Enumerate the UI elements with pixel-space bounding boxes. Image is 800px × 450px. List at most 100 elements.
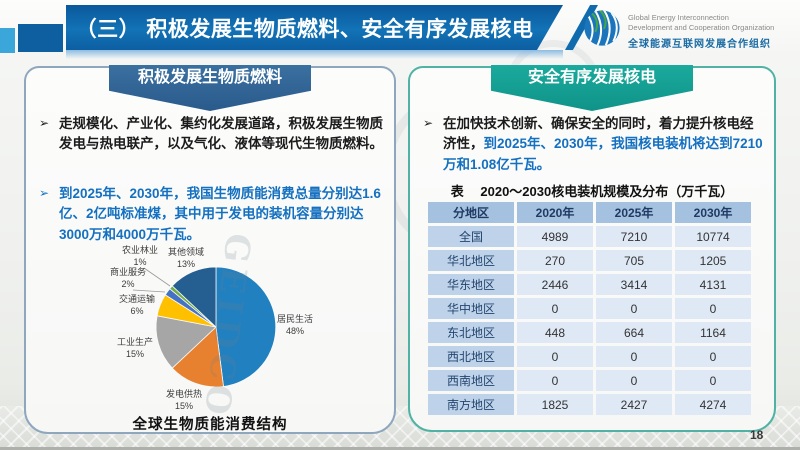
table-header-row: 分地区 2020年 2025年 2030年 — [428, 202, 751, 223]
table-region-cell: 南方地区 — [428, 394, 514, 415]
svg-text:商业服务: 商业服务 — [110, 266, 146, 277]
table-value-cell: 4131 — [675, 274, 751, 295]
pie-leader-line — [143, 267, 171, 287]
table-value-cell: 4989 — [517, 226, 593, 247]
table-value-cell: 0 — [596, 298, 672, 319]
org-name-zh: 全球能源互联网发展合作组织 — [628, 38, 771, 50]
biomass-banner: 积极发展生物质燃料 — [109, 65, 311, 111]
org-name-en-line2: Development and Cooperation Organization — [628, 22, 775, 32]
pie-chart-caption: 全球生物质能消费结构 — [132, 417, 288, 433]
table-value-cell: 4274 — [675, 394, 751, 415]
table-region-cell: 全国 — [428, 226, 514, 247]
table-row: 南方地区 1825 2427 4274 — [428, 394, 751, 415]
svg-text:其他领域: 其他领域 — [168, 246, 204, 257]
svg-text:交通运输: 交通运输 — [119, 293, 155, 304]
nuclear-table-title: 表 2020～2030核电装机规模及分布（万千瓦） — [450, 184, 734, 199]
svg-text:13%: 13% — [177, 259, 195, 269]
table-row: 华东地区 2446 3414 4131 — [428, 274, 751, 295]
table-value-cell: 270 — [517, 250, 593, 271]
decor-square-dark — [18, 24, 63, 52]
nuclear-banner: 安全有序发展核电 — [491, 65, 693, 111]
table-value-cell: 705 — [596, 250, 672, 271]
pie-slice-发电供热 — [171, 326, 224, 388]
bullet-arrow-icon: ➢ — [39, 116, 50, 130]
slide-title-bar: （三） 积极发展生物质燃料、安全有序发展核电 — [66, 5, 563, 50]
nuclear-capacity-table: 分地区 2020年 2025年 2030年 全国 4989 7210 10774 华北地区 27… — [425, 199, 754, 418]
table-value-cell: 0 — [596, 346, 672, 367]
nuclear-bullet-black-text: 在加快技术创新、确保安全的同时，着力提升核电经济性， — [443, 116, 754, 152]
table-value-cell: 10774 — [675, 226, 751, 247]
svg-text:48%: 48% — [286, 326, 304, 336]
svg-text:工业生产: 工业生产 — [117, 336, 153, 347]
svg-text:6%: 6% — [130, 306, 143, 316]
table-value-cell: 0 — [517, 346, 593, 367]
table-value-cell: 7210 — [596, 226, 672, 247]
table-value-cell: 1164 — [675, 322, 751, 343]
org-logo: Global Energy Interconnection Developmen… — [583, 9, 774, 50]
pie-slice-工业生产 — [155, 315, 217, 369]
table-row: 华北地区 270 705 1205 — [428, 250, 751, 271]
pie-label-商业服务: 商业服务 2% — [110, 266, 146, 289]
nuclear-bullet-blue-text: 到2025年、2030年，我国核电装机将达到7210万和1.08亿千瓦。 — [443, 136, 763, 172]
table-row: 华中地区 0 0 0 — [428, 298, 751, 319]
pie-label-其他领域: 其他领域 13% — [168, 246, 204, 269]
decor-square-light — [0, 28, 15, 53]
slide-title: （三） 积极发展生物质燃料、安全有序发展核电 — [75, 17, 534, 41]
bottom-edge-line — [0, 447, 800, 450]
svg-text:居民生活: 居民生活 — [277, 313, 313, 324]
globe-logo-icon — [584, 10, 620, 46]
table-row: 东北地区 448 664 1164 — [428, 322, 751, 343]
pie-slice-居民生活 — [215, 266, 277, 387]
svg-text:发电供热: 发电供热 — [166, 388, 202, 399]
table-value-cell: 0 — [517, 370, 593, 391]
table-col-header: 分地区 — [428, 202, 514, 223]
pie-label-发电供热: 发电供热 15% — [166, 388, 202, 411]
biomass-bullet-2-text: 到2025年、2030年，我国生物质能消费总量分别达1.6亿、2亿吨标准煤，其中… — [59, 186, 381, 242]
bullet-arrow-icon: ➢ — [423, 116, 434, 130]
table-region-cell: 东北地区 — [428, 322, 514, 343]
org-name-en-line1: Global Energy Interconnection — [628, 13, 729, 22]
biomass-pie-chart: 居民生活 48% 发电供热 15% 工业生产 15% 交通运输 6% 商业服务 2% 农业林业 1% 其… — [110, 244, 313, 411]
org-logo-text: Global Energy Interconnection Developmen… — [628, 9, 774, 50]
pie-label-农业林业: 农业林业 1% — [122, 244, 158, 267]
pie-leader-line — [132, 289, 166, 293]
table-row: 西南地区 0 0 0 — [428, 370, 751, 391]
biomass-panel: 积极发展生物质燃料 ➢ 走规模化、产业化、集约化发展道路，积极发展生物质发电与热… — [24, 65, 396, 434]
table-col-header: 2020年 — [517, 202, 593, 223]
table-region-cell: 西北地区 — [428, 346, 514, 367]
table-region-cell: 西南地区 — [428, 370, 514, 391]
pie-label-交通运输: 交通运输 6% — [119, 293, 155, 316]
table-row: 西北地区 0 0 0 — [428, 346, 751, 367]
nuclear-panel: 安全有序发展核电 ➢ 在加快技术创新、确保安全的同时，着力提升核电经济性，到20… — [408, 65, 776, 432]
pie-label-工业生产: 工业生产 15% — [117, 336, 153, 359]
table-value-cell: 448 — [517, 322, 593, 343]
table-value-cell: 0 — [675, 346, 751, 367]
pie-label-居民生活: 居民生活 48% — [277, 313, 313, 336]
svg-text:15%: 15% — [175, 401, 193, 411]
nuclear-bullet: ➢ 在加快技术创新、确保安全的同时，着力提升核电经济性，到2025年、2030年… — [423, 114, 765, 175]
biomass-bullet-1: ➢ 走规模化、产业化、集约化发展道路，积极发展生物质发电与热电联产，以及气化、液… — [39, 114, 385, 155]
table-value-cell: 2446 — [517, 274, 593, 295]
svg-text:1%: 1% — [133, 257, 146, 267]
biomass-bullet-2: ➢ 到2025年、2030年，我国生物质能消费总量分别达1.6亿、2亿吨标准煤，… — [39, 184, 385, 245]
table-row: 全国 4989 7210 10774 — [428, 226, 751, 247]
svg-text:15%: 15% — [126, 349, 144, 359]
svg-text:农业林业: 农业林业 — [122, 244, 158, 255]
table-value-cell: 0 — [596, 370, 672, 391]
table-col-header: 2030年 — [675, 202, 751, 223]
table-region-cell: 华中地区 — [428, 298, 514, 319]
table-region-cell: 华东地区 — [428, 274, 514, 295]
table-region-cell: 华北地区 — [428, 250, 514, 271]
table-value-cell: 664 — [596, 322, 672, 343]
table-value-cell: 3414 — [596, 274, 672, 295]
biomass-bullet-1-text: 走规模化、产业化、集约化发展道路，积极发展生物质发电与热电联产，以及气化、液体等… — [59, 116, 383, 152]
table-value-cell: 1825 — [517, 394, 593, 415]
svg-text:2%: 2% — [121, 279, 134, 289]
table-col-header: 2025年 — [596, 202, 672, 223]
table-value-cell: 2427 — [596, 394, 672, 415]
table-value-cell: 0 — [517, 298, 593, 319]
table-value-cell: 0 — [675, 298, 751, 319]
title-reflection — [66, 50, 563, 59]
bullet-arrow-icon: ➢ — [39, 186, 50, 200]
